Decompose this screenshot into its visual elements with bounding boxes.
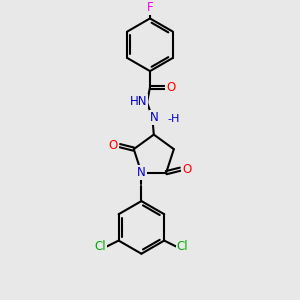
Text: Cl: Cl xyxy=(95,240,106,253)
Text: F: F xyxy=(147,1,153,14)
Text: O: O xyxy=(167,81,176,94)
Text: -H: -H xyxy=(167,114,179,124)
Text: HN: HN xyxy=(130,95,147,108)
Text: Cl: Cl xyxy=(177,240,188,253)
Text: N: N xyxy=(150,111,158,124)
Text: N: N xyxy=(137,166,146,179)
Text: O: O xyxy=(182,163,191,176)
Text: O: O xyxy=(109,139,118,152)
